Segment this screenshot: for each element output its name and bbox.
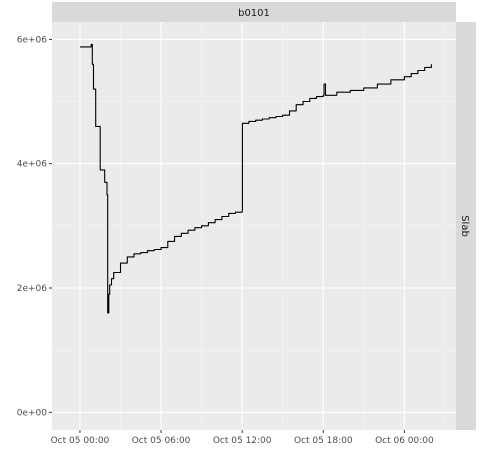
series-line (79, 43, 432, 314)
facet-label-top: b0101 (238, 8, 270, 19)
axis-ticks (49, 38, 405, 433)
facet-label-right: Slab (459, 215, 470, 237)
y-tick-label: 4e+06 (17, 160, 48, 170)
x-axis-labels: Oct 05 00:00 Oct 05 06:00 Oct 05 12:00 Oct … (51, 436, 434, 446)
facet-strip-right (456, 22, 476, 430)
y-tick-label: 6e+06 (17, 35, 48, 45)
y-axis-labels: 0e+00 2e+06 4e+06 6e+06 (17, 35, 48, 418)
x-tick-label: Oct 05 12:00 (213, 436, 272, 446)
x-tick-label: Oct 05 18:00 (294, 436, 353, 446)
y-tick-label: 0e+00 (17, 408, 48, 418)
x-tick-label: Oct 05 06:00 (132, 436, 191, 446)
x-tick-label: Oct 06 00:00 (375, 436, 434, 446)
gridlines-major (52, 22, 456, 430)
facet-strip-top (52, 2, 456, 22)
y-tick-label: 2e+06 (17, 284, 48, 294)
x-tick-label: Oct 05 00:00 (51, 436, 110, 446)
series-layer (79, 43, 432, 314)
